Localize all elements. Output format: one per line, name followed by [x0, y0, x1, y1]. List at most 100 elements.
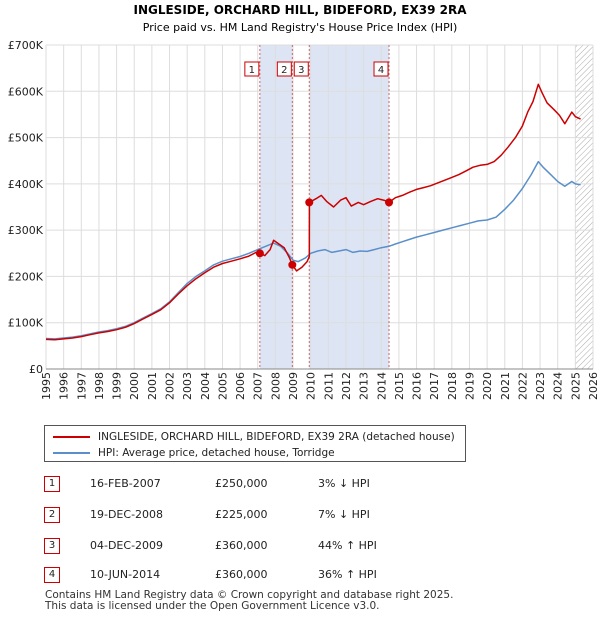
footer: Contains HM Land Registry data © Crown c… [45, 590, 453, 612]
sale-marker-box [276, 61, 292, 77]
sale-point [288, 260, 297, 269]
series-lines [45, 83, 581, 341]
sale-price: £360,000 [215, 568, 268, 581]
x-tick-label: 2017 [428, 372, 441, 400]
y-tick-label: £100K [8, 317, 44, 330]
sale-row: 3 04-DEC-2009 £360,000 44% ↑ HPI [0, 538, 600, 556]
x-tick-label: 1995 [40, 372, 53, 400]
sale-marker-box [373, 61, 389, 77]
x-tick-label: 2016 [411, 372, 424, 400]
grid [45, 44, 594, 370]
sale-marker-box [244, 61, 260, 77]
sale-marker-number: 1 [249, 65, 255, 76]
sale-marker-label: 1 [244, 61, 260, 77]
series-line-property [45, 83, 581, 341]
sale-hpi-diff: 3% ↓ HPI [318, 477, 370, 490]
sale-point [305, 198, 314, 207]
chart-subtitle: Price paid vs. HM Land Registry's House … [143, 21, 458, 34]
x-tick-label: 2001 [146, 372, 159, 400]
x-tick-label: 2006 [234, 372, 247, 400]
legend-swatch-property [53, 436, 90, 438]
sale-row: 4 10-JUN-2014 £360,000 36% ↑ HPI [0, 567, 600, 585]
x-tick-label: 2021 [499, 372, 512, 400]
x-tick-label: 2010 [305, 372, 318, 400]
sale-marker-box [293, 61, 309, 77]
x-tick-label: 1998 [93, 372, 106, 400]
x-tick-label: 2020 [481, 372, 494, 400]
x-tick-label: 2012 [340, 372, 353, 400]
price-chart: INGLESIDE, ORCHARD HILL, BIDEFORD, EX39 … [8, 3, 600, 400]
sale-badge: 3 [44, 538, 60, 554]
x-axis-ticks: 1995 1996 1997 1998 1999 2000 2001 2002 2003 2004… [40, 372, 600, 400]
sale-price: £360,000 [215, 539, 268, 552]
y-tick-label: £0 [29, 363, 43, 376]
x-tick-label: 2022 [516, 372, 529, 400]
sale-badge: 4 [44, 567, 60, 583]
sale-marker-label: 2 [276, 61, 292, 77]
x-tick-label: 2018 [446, 372, 459, 400]
legend-label-property: INGLESIDE, ORCHARD HILL, BIDEFORD, EX39 … [98, 431, 455, 443]
sale-hpi-diff: 7% ↓ HPI [318, 508, 370, 521]
x-tick-label: 1996 [58, 372, 71, 400]
x-tick-label: 2014 [375, 372, 388, 400]
sale-points [255, 198, 394, 269]
x-tick-label: 2011 [322, 372, 335, 400]
sale-date: 19-DEC-2008 [90, 508, 164, 521]
x-tick-label: 2024 [552, 372, 565, 400]
y-tick-label: £500K [8, 132, 44, 145]
legend: INGLESIDE, ORCHARD HILL, BIDEFORD, EX39 … [44, 425, 466, 462]
sale-row: 2 19-DEC-2008 £225,000 7% ↓ HPI [0, 507, 600, 525]
x-tick-label: 2008 [269, 372, 282, 400]
x-tick-label: 2015 [393, 372, 406, 400]
x-tick-label: 2002 [164, 372, 177, 400]
x-tick-label: 2000 [128, 372, 141, 400]
y-tick-label: £600K [8, 85, 44, 98]
x-tick-label: 2004 [199, 372, 212, 400]
sale-marker-number: 4 [378, 65, 384, 76]
forecast-hatch [575, 45, 593, 369]
y-tick-label: £700K [8, 39, 44, 52]
legend-swatch-hpi [53, 452, 90, 454]
x-tick-label: 2007 [252, 372, 265, 400]
y-tick-label: £400K [8, 178, 44, 191]
sale-price: £225,000 [215, 508, 268, 521]
footer-copyright: Contains HM Land Registry data © Crown c… [45, 589, 454, 601]
legend-item-property: INGLESIDE, ORCHARD HILL, BIDEFORD, EX39 … [53, 429, 455, 445]
x-tick-label: 2005 [216, 372, 229, 400]
x-tick-label: 2003 [181, 372, 194, 400]
shaded-range [259, 45, 293, 369]
x-tick-label: 1997 [75, 372, 88, 400]
sale-marker-number: 3 [298, 65, 304, 76]
x-tick-label: 2019 [463, 372, 476, 400]
footer-license: This data is licensed under the Open Gov… [45, 600, 380, 612]
series-line-hpi [45, 160, 581, 340]
y-tick-label: £200K [8, 270, 44, 283]
x-tick-label: 2009 [287, 372, 300, 400]
sale-hpi-diff: 36% ↑ HPI [318, 568, 377, 581]
x-tick-label: 2025 [569, 372, 582, 400]
x-tick-label: 2023 [534, 372, 547, 400]
sale-row: 1 16-FEB-2007 £250,000 3% ↓ HPI [0, 476, 600, 494]
sale-badge: 1 [44, 476, 60, 492]
x-tick-label: 2013 [358, 372, 371, 400]
sale-date: 04-DEC-2009 [90, 539, 164, 552]
sale-date: 10-JUN-2014 [90, 568, 161, 581]
legend-label-hpi: HPI: Average price, detached house, Torr… [98, 447, 335, 459]
sale-marker-label: 4 [373, 61, 389, 77]
sale-price: £250,000 [215, 477, 268, 490]
legend-item-hpi: HPI: Average price, detached house, Torr… [53, 445, 335, 461]
sale-badge: 2 [44, 507, 60, 523]
sale-point [255, 249, 264, 258]
sale-date: 16-FEB-2007 [90, 477, 161, 490]
y-tick-label: £300K [8, 224, 44, 237]
x-tick-label: 2026 [587, 372, 600, 400]
x-tick-label: 1999 [111, 372, 124, 400]
sale-point [385, 198, 394, 207]
shaded-range [309, 45, 390, 369]
sale-hpi-diff: 44% ↑ HPI [318, 539, 377, 552]
sale-marker-number: 2 [281, 65, 287, 76]
sale-marker-label: 3 [293, 61, 309, 77]
y-axis-ticks: £0 £100K £200K £300K £400K £500K £600K £700K [8, 39, 44, 376]
shaded-ranges [259, 45, 593, 369]
